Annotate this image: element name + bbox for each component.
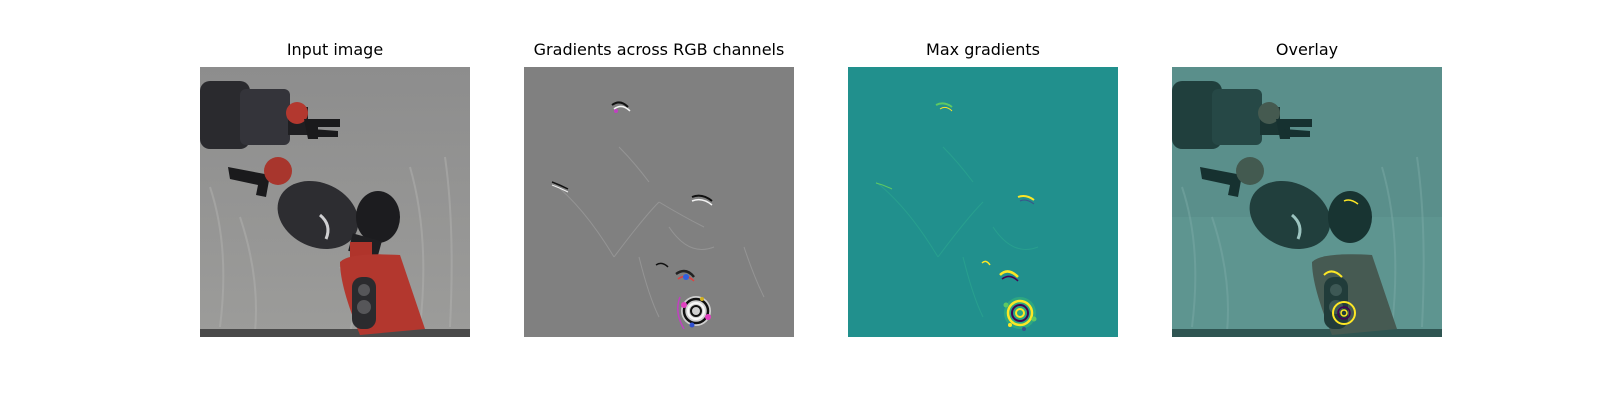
panel-input-image: Input image	[200, 0, 470, 400]
overlay-image	[1172, 67, 1442, 337]
input-image	[200, 67, 470, 337]
panel-max-gradients: Max gradients	[848, 0, 1118, 400]
panel-title: Input image	[286, 40, 384, 59]
panel-overlay: Overlay	[1172, 0, 1442, 400]
panel-title: Max gradients	[926, 40, 1040, 59]
panel-rgb-gradients: Gradients across RGB channels	[524, 0, 794, 400]
max-gradient-image	[848, 67, 1118, 337]
rgb-gradient-image	[524, 67, 794, 337]
panel-title: Gradients across RGB channels	[533, 40, 785, 59]
panel-title: Overlay	[1275, 40, 1339, 59]
